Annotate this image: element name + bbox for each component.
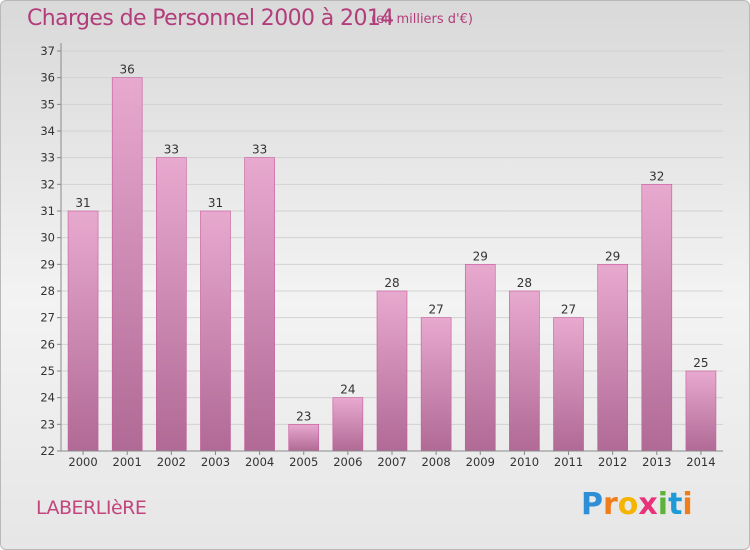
- data-label: 33: [164, 143, 179, 157]
- data-label: 28: [517, 276, 532, 290]
- data-label: 31: [208, 196, 223, 210]
- logo-letter: P: [581, 487, 603, 522]
- data-label: 31: [75, 196, 90, 210]
- data-label: 36: [120, 63, 135, 77]
- data-label: 24: [340, 383, 355, 397]
- bar: [685, 370, 717, 452]
- data-label: 25: [693, 356, 708, 370]
- x-tick-label: 2012: [598, 455, 627, 469]
- bar: [420, 317, 452, 452]
- bar: [67, 210, 99, 452]
- y-tick-label: 37: [40, 44, 55, 58]
- bar: [553, 317, 584, 452]
- x-tick-label: 2004: [245, 455, 274, 469]
- logo-letter: t: [668, 487, 683, 522]
- y-tick-label: 28: [40, 284, 55, 298]
- x-tick-label: 2014: [686, 455, 715, 469]
- logo-letter: i: [682, 487, 693, 522]
- data-label: 33: [252, 143, 267, 157]
- data-label: 27: [561, 303, 576, 317]
- chart-title: Charges de Personnel 2000 à 2014: [27, 6, 394, 31]
- x-tick-label: 2000: [68, 455, 97, 469]
- y-tick-label: 35: [40, 97, 55, 111]
- x-tick-label: 2009: [466, 455, 495, 469]
- chart-subtitle: (en milliers d'€): [371, 12, 473, 27]
- x-tick-label: 2002: [157, 455, 186, 469]
- x-tick-label: 2001: [113, 455, 142, 469]
- logo-letter: o: [617, 487, 639, 522]
- bar: [156, 157, 187, 452]
- bar: [376, 290, 408, 452]
- labels: 22 23 24 25 26 27 28 29 30 31 32 33 34 35 36 37 31 2000 36…: [40, 44, 715, 469]
- x-tick-label: 2010: [510, 455, 539, 469]
- data-label: 27: [428, 303, 443, 317]
- y-tick-label: 32: [40, 177, 55, 191]
- y-tick-label: 27: [40, 311, 55, 325]
- axes: [57, 43, 723, 455]
- x-tick-label: 2003: [201, 455, 230, 469]
- x-tick-label: 2011: [554, 455, 583, 469]
- y-tick-label: 29: [40, 257, 55, 271]
- bar: [244, 157, 275, 452]
- commune-name: LABERLIèRE: [36, 497, 147, 519]
- y-tick-label: 25: [40, 364, 55, 378]
- bar: [200, 210, 231, 452]
- y-tick-label: 22: [40, 444, 55, 458]
- data-label: 29: [473, 249, 488, 263]
- bar: [332, 397, 364, 452]
- proxiti-logo: Proxiti: [581, 487, 693, 522]
- data-label: 28: [384, 276, 399, 290]
- logo-letter: r: [603, 487, 618, 522]
- logo-letter: x: [638, 487, 658, 522]
- x-tick-label: 2013: [642, 455, 671, 469]
- bar: [111, 77, 143, 452]
- x-tick-label: 2005: [289, 455, 318, 469]
- y-tick-label: 24: [40, 391, 55, 405]
- bar: [288, 424, 320, 452]
- bar: [597, 264, 628, 452]
- y-tick-label: 36: [40, 71, 55, 85]
- data-label: 29: [605, 249, 620, 263]
- y-tick-label: 23: [40, 417, 55, 431]
- x-tick-label: 2007: [377, 455, 406, 469]
- bars: [67, 77, 717, 452]
- x-tick-label: 2008: [421, 455, 450, 469]
- logo-letter: i: [657, 487, 669, 522]
- bar: [509, 290, 540, 452]
- data-label: 32: [649, 169, 664, 183]
- y-tick-label: 33: [40, 151, 55, 165]
- y-tick-label: 26: [40, 337, 55, 351]
- y-tick-label: 30: [40, 231, 55, 245]
- bar: [464, 264, 496, 452]
- bar: [641, 184, 673, 452]
- x-tick-label: 2006: [333, 455, 362, 469]
- y-tick-label: 34: [40, 124, 55, 138]
- y-tick-label: 31: [40, 204, 55, 218]
- data-label: 23: [296, 409, 311, 423]
